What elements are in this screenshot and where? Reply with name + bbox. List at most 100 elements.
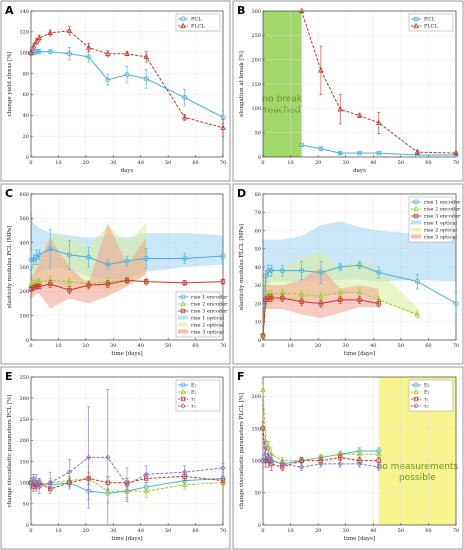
legend-marker [413,16,419,22]
data-point [376,269,382,275]
x-tick-label: 30 [343,343,349,349]
x-tick-label: 30 [343,528,349,534]
data-point [356,289,363,295]
data-point [337,289,343,295]
data-point [33,49,39,55]
legend-marker [413,403,419,409]
legend-label: E₁ [424,383,430,389]
series-line [262,264,457,335]
data-point [268,457,274,464]
series-rise-1-encoder [28,228,226,270]
x-tick-label: 40 [370,343,376,349]
y-tick-label: 50 [255,130,261,136]
x-tick-label: 0 [29,528,32,534]
x-tick-label: 50 [165,343,171,349]
panel-f: no measurements possible 0 10 20 30 40 50 60 70 0 5… [232,366,464,550]
series-line [262,389,379,462]
data-point [33,254,39,260]
data-point [299,268,305,274]
y-tick-label: 0 [258,155,261,161]
y-tick-label: 40 [255,265,261,271]
data-point [414,279,420,285]
x-tick-label: 20 [83,528,89,534]
y-tick-label: 600 [19,192,29,198]
x-tick-label: 40 [370,160,376,166]
x-tick-label: 40 [138,343,144,349]
x-tick-label: 70 [453,160,459,166]
data-point [338,150,343,156]
y-tick-label: 60 [255,228,261,234]
data-point [268,268,274,274]
x-tick-label: 60 [425,160,431,166]
series-rise-3-encoder [28,277,226,295]
data-point [181,469,188,475]
x-axis-label: days [121,168,134,174]
y-axis-label: elasticity modulus PCL [MPa] [7,226,13,308]
x-tick-label: 30 [110,528,116,534]
data-point [28,286,34,292]
data-point [376,458,381,463]
y-tick-label: 100 [251,106,261,112]
data-point [144,279,149,284]
data-point [266,295,271,301]
y-tick-label: 200 [251,57,261,63]
data-point [182,280,187,286]
plot-area [30,376,224,526]
series-line [30,456,224,488]
data-point [36,278,42,284]
panel-d: 0 10 20 30 40 50 60 70 0 10 20 30 40 50 60 70 80 time [da… [232,183,464,365]
data-point [414,311,421,317]
data-point [356,262,362,268]
data-point [220,465,226,471]
series-line [30,475,224,490]
data-point [269,295,274,301]
y-tick-label: 400 [19,240,29,246]
data-point [33,480,40,486]
legend-marker [413,205,419,212]
data-point [318,146,324,151]
data-point [260,426,266,431]
zone-label: no break reached [263,95,303,116]
legend-marker [413,213,419,219]
x-tick-label: 70 [220,528,226,534]
data-point [376,150,381,156]
x-tick-label: 10 [55,160,61,166]
data-point [124,50,130,56]
x-tick-label: 50 [165,160,171,166]
x-axis-label: days [353,168,366,174]
data-point [266,268,272,274]
data-point [33,37,40,44]
legend-marker [180,388,186,395]
data-point [338,297,343,303]
data-point [299,299,304,304]
data-point [337,461,343,467]
data-point [36,49,42,55]
x-tick-label: 20 [315,160,321,166]
data-point [124,258,130,264]
legend-label: PLCL [191,24,206,30]
panel-letter: C [5,187,13,200]
legend-label: rise 1 encoder [191,295,228,301]
y-tick-label: 0 [26,338,29,344]
legend-swatch [411,220,421,225]
x-tick-label: 0 [261,528,264,534]
y-tick-label: 50 [255,491,261,497]
legend-marker [180,403,186,409]
data-point [86,283,91,288]
y-tick-label: 250 [19,417,29,423]
legend-label: rise 3 optical [191,330,224,336]
legend-label: E₁ [191,383,197,389]
y-tick-label: 200 [19,289,29,295]
x-tick-label: 0 [261,343,264,349]
x-axis-label: time [days] [344,351,375,357]
legend-label: rise 2 encoder [191,302,228,308]
x-tick-label: 60 [425,343,431,349]
y-tick-label: 300 [251,9,261,15]
data-point [105,454,111,461]
x-tick-label: 70 [220,160,226,166]
y-tick-label: 200 [19,438,29,444]
data-point [376,464,382,470]
